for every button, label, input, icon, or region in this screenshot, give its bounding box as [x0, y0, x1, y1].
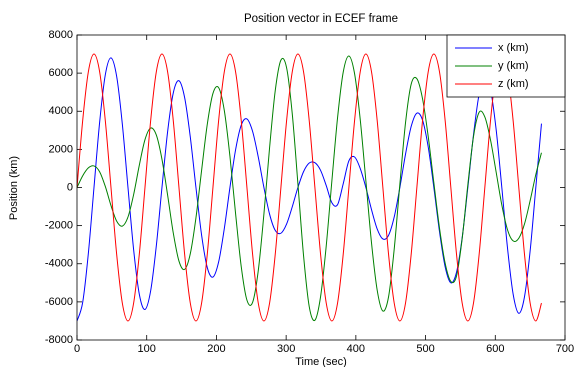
y-tick-label: -8000 [45, 334, 73, 346]
x-tick-label: 300 [277, 343, 295, 355]
plot-frame [76, 34, 566, 341]
y-tick-label: 4000 [49, 105, 73, 117]
y-tick-label: 8000 [49, 29, 73, 41]
y-tick-label: 2000 [49, 143, 73, 155]
x-tick-label: 100 [138, 343, 156, 355]
series-line [77, 55, 542, 322]
x-axis-label: Time (sec) [295, 356, 347, 367]
y-tick-label: 0 [67, 181, 73, 193]
legend-label: x (km) [498, 42, 529, 54]
x-tick-label: 700 [556, 343, 574, 355]
legend-label: y (km) [498, 60, 529, 72]
y-tick-label: -2000 [45, 220, 73, 232]
chart-title: Position vector in ECEF frame [244, 13, 398, 25]
x-tick-label: 400 [347, 343, 365, 355]
legend-label: z (km) [498, 78, 529, 90]
x-tick-label: 500 [416, 343, 434, 355]
y-axis-label: Position (km) [8, 156, 20, 220]
y-tick-label: 6000 [49, 67, 73, 79]
y-tick-label: -4000 [45, 258, 73, 270]
y-tick-label: -6000 [45, 296, 73, 308]
series-line [77, 53, 542, 322]
x-tick-label: 200 [207, 343, 225, 355]
x-tick-label: 0 [74, 343, 80, 355]
x-tick-label: 600 [486, 343, 504, 355]
